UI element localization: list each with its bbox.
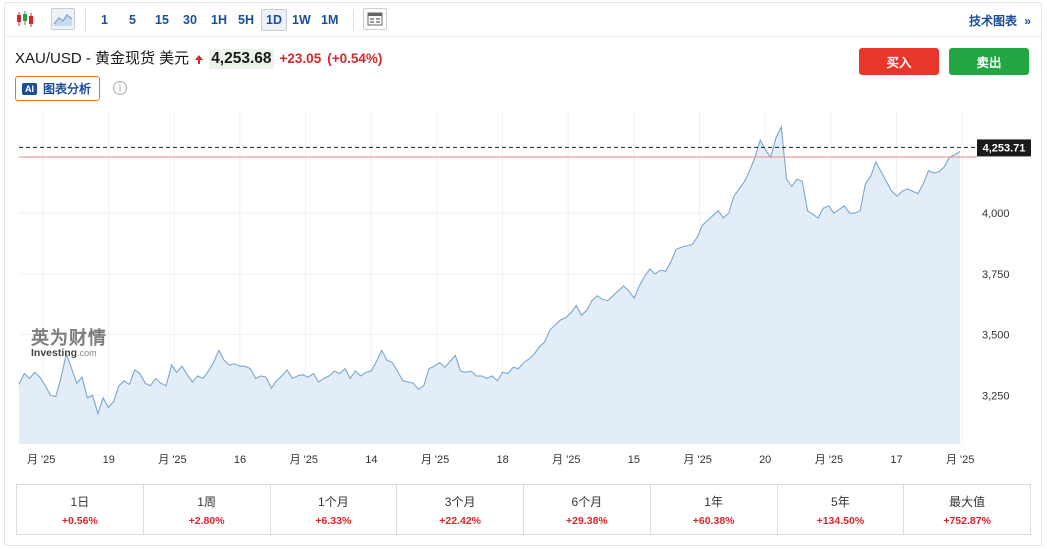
x-tick-label: 月 '25 xyxy=(552,454,580,466)
arrow-up-icon xyxy=(195,55,204,60)
performance-table: 1日 +0.56% 1周 +2.80% 1个月 +6.33% 3个月 +22.42% 6个月 +2… xyxy=(16,484,1031,535)
ai-badge: AI xyxy=(22,82,37,95)
candlestick-icon[interactable] xyxy=(13,8,37,30)
x-tick-label: 19 xyxy=(103,454,115,466)
calendar-icon[interactable] xyxy=(363,8,387,30)
toolbar-divider xyxy=(85,9,86,31)
sell-button[interactable]: 卖出 xyxy=(949,48,1029,75)
performance-value: +752.87% xyxy=(943,514,991,527)
ai-chart-analysis-button[interactable]: AI 图表分析 xyxy=(15,76,101,101)
chart-widget: 1 5 15 30 1H 5H 1D 1W 1M 技术图表 » XAU/USD - 黄金现货 美… xyxy=(4,2,1042,546)
performance-value: +2.80% xyxy=(188,514,225,527)
x-tick-label: 月 '25 xyxy=(946,454,974,466)
x-tick-label: 月 '25 xyxy=(290,454,318,466)
performance-value: +60.38% xyxy=(692,514,735,527)
timeframe-1-button[interactable]: 1 xyxy=(101,13,108,27)
y-tick-label: 3,750 xyxy=(982,269,1010,281)
watermark-en-suffix: .com xyxy=(77,348,97,358)
performance-cell[interactable]: 1日 +0.56% xyxy=(17,485,144,534)
y-tick-label: 3,250 xyxy=(982,390,1010,402)
price-chart[interactable]: 4,253.71 3,250 3,500 3,750 4,000 月 '25 19 月 '25… xyxy=(5,3,1043,473)
x-tick-label: 月 '25 xyxy=(158,454,186,466)
y-tick-label: 3,500 xyxy=(982,330,1010,342)
toolbar-divider xyxy=(353,9,354,31)
performance-period: 6个月 xyxy=(571,494,603,509)
watermark-cn: 英为财情 xyxy=(31,328,107,348)
last-price: 4,253.68 xyxy=(209,49,274,69)
info-icon[interactable]: i xyxy=(113,81,127,95)
investing-watermark-logo: 英为财情 Investing.com xyxy=(31,329,107,359)
performance-period: 3个月 xyxy=(444,494,476,509)
performance-cell[interactable]: 3个月 +22.42% xyxy=(397,485,524,534)
performance-cell[interactable]: 5年 +134.50% xyxy=(778,485,905,534)
x-tick-label: 20 xyxy=(759,454,771,466)
price-line xyxy=(18,124,961,416)
double-chevron-right-icon: » xyxy=(1024,14,1031,28)
x-tick-label: 14 xyxy=(365,454,377,466)
x-tick-label: 月 '25 xyxy=(815,454,843,466)
y-tick-label: 4,000 xyxy=(982,208,1010,220)
performance-value: +134.50% xyxy=(816,514,865,527)
area-chart-icon[interactable] xyxy=(51,8,75,30)
x-tick-label: 18 xyxy=(497,454,509,466)
performance-cell[interactable]: 1年 +60.38% xyxy=(651,485,778,534)
performance-period: 1个月 xyxy=(318,494,349,509)
timeframe-1m-button[interactable]: 1M xyxy=(321,13,339,27)
x-tick-label: 17 xyxy=(890,454,902,466)
arrow-up-icon-stem xyxy=(198,59,201,64)
x-tick-label: 16 xyxy=(234,454,246,466)
price-area-fill xyxy=(19,126,960,445)
instrument-header: XAU/USD - 黄金现货 美元 4,253.68 +23.05 (+0.54… xyxy=(15,47,382,69)
performance-value: +6.33% xyxy=(315,514,352,527)
timeframe-15-button[interactable]: 15 xyxy=(155,13,169,27)
x-tick-label: 15 xyxy=(628,454,640,466)
performance-period: 5年 xyxy=(831,494,850,509)
performance-value: +22.42% xyxy=(439,514,481,527)
performance-value: +0.56% xyxy=(61,514,98,527)
performance-cell[interactable]: 最大值 +752.87% xyxy=(904,485,1030,534)
current-price-label-box xyxy=(977,139,1031,157)
timeframe-1h-button[interactable]: 1H xyxy=(211,13,227,27)
x-tick-label: 月 '25 xyxy=(683,454,711,466)
performance-period: 最大值 xyxy=(949,494,986,509)
performance-period: 1年 xyxy=(704,494,723,509)
tech-chart-link[interactable]: 技术图表 » xyxy=(969,12,1031,29)
timeframe-30-button[interactable]: 30 xyxy=(183,13,197,27)
performance-cell[interactable]: 1周 +2.80% xyxy=(144,485,271,534)
watermark-en-main: Investing xyxy=(31,347,78,359)
price-change: +23.05 xyxy=(279,51,322,66)
chart-toolbar: 1 5 15 30 1H 5H 1D 1W 1M 技术图表 » xyxy=(5,3,1041,37)
ai-chart-analysis-label: 图表分析 xyxy=(43,82,92,96)
performance-value: +29.38% xyxy=(566,514,608,527)
performance-cell[interactable]: 6个月 +29.38% xyxy=(524,485,651,534)
current-price-label: 4,253.71 xyxy=(983,142,1026,154)
buy-button[interactable]: 买入 xyxy=(859,48,939,75)
price-change-percent: (+0.54%) xyxy=(327,51,383,66)
tech-chart-label: 技术图表 xyxy=(968,14,1017,28)
timeframe-5h-button[interactable]: 5H xyxy=(238,13,254,27)
x-tick-label: 月 '25 xyxy=(421,454,449,466)
performance-period: 1周 xyxy=(197,494,216,509)
watermark-en: Investing.com xyxy=(31,348,107,359)
performance-cell[interactable]: 1个月 +6.33% xyxy=(271,485,398,534)
performance-period: 1日 xyxy=(70,494,90,509)
x-tick-label: 月 '25 xyxy=(27,454,55,466)
instrument-name: XAU/USD - 黄金现货 美元 xyxy=(15,50,190,67)
timeframe-1w-button[interactable]: 1W xyxy=(292,13,311,27)
timeframe-5-button[interactable]: 5 xyxy=(129,13,136,27)
timeframe-1d-button[interactable]: 1D xyxy=(261,9,287,31)
